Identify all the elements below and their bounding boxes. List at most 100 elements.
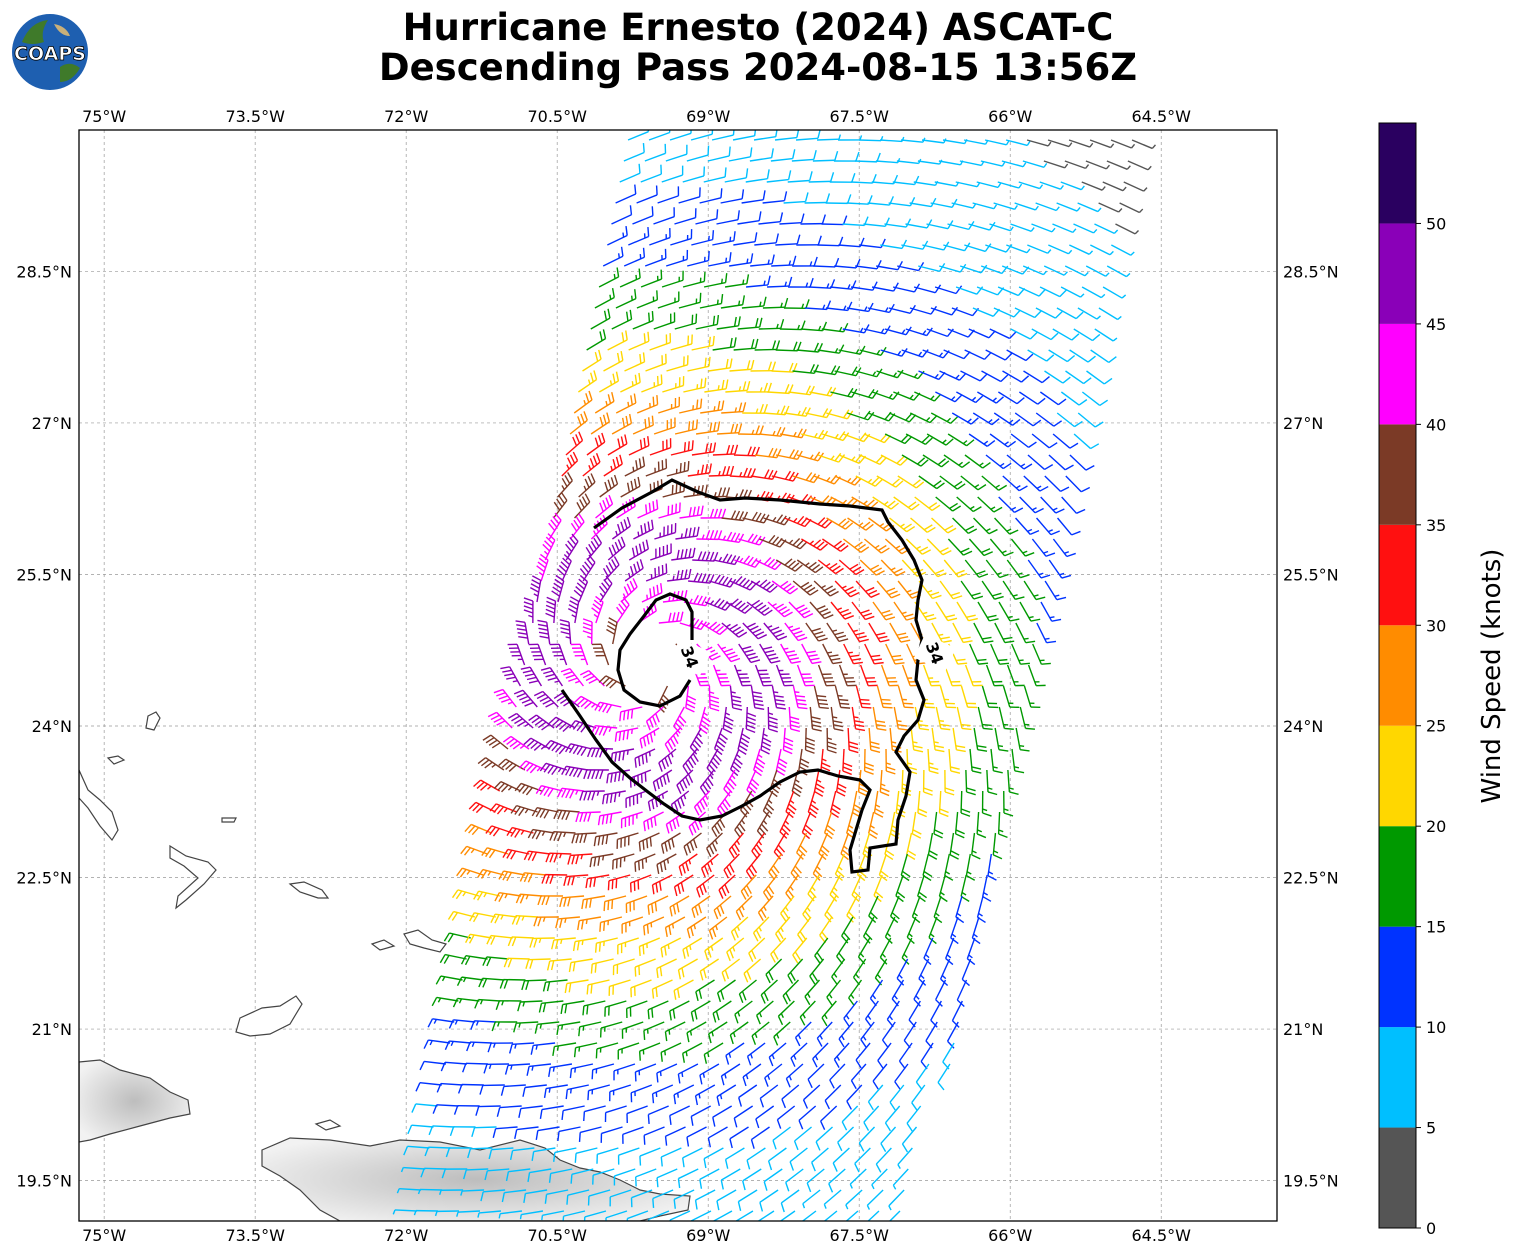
wind-barb	[782, 727, 794, 755]
wind-barb	[855, 259, 882, 270]
wind-barb	[674, 419, 699, 435]
wind-barb	[893, 496, 920, 511]
wind-barb	[721, 402, 747, 414]
wind-barb	[997, 811, 1008, 839]
wind-barb	[746, 382, 772, 393]
wind-barb	[1081, 286, 1106, 299]
wind-barb	[855, 1042, 871, 1069]
wind-barb	[695, 979, 715, 1002]
wind-barb	[721, 622, 748, 638]
wind-barb	[559, 619, 572, 645]
wind-barb	[930, 412, 958, 425]
wind-barb	[763, 405, 790, 416]
wind-barb	[599, 371, 620, 393]
wind-barb	[750, 361, 777, 372]
wind-barb	[956, 706, 972, 731]
wind-barb	[859, 664, 878, 687]
wind-barb	[530, 1042, 556, 1055]
wind-barb	[784, 406, 811, 417]
wind-barb	[660, 1147, 682, 1167]
wind-barb	[968, 221, 996, 231]
wind-barb	[918, 475, 945, 490]
wind-barb	[820, 1105, 838, 1130]
wind-barb	[607, 226, 628, 246]
wind-barb	[971, 832, 981, 860]
wind-barb	[952, 727, 966, 753]
wind-barb	[998, 706, 1014, 730]
wind-barb	[656, 1063, 678, 1083]
wind-barb	[617, 1147, 640, 1165]
wind-barb	[960, 475, 987, 491]
wind-barb	[625, 1000, 648, 1019]
plot-frame	[78, 129, 1278, 1222]
wind-barb	[934, 285, 963, 295]
outer-34kt-contour	[560, 478, 926, 874]
wind-barb	[785, 790, 797, 819]
wind-barb	[863, 538, 890, 554]
wind-barb	[1035, 202, 1060, 212]
wind-barb	[643, 811, 664, 832]
wind-barb	[475, 1105, 501, 1116]
wind-barb	[526, 1063, 552, 1076]
wind-barb	[716, 979, 736, 1003]
wind-barb	[826, 409, 854, 420]
wind-barb	[840, 832, 851, 861]
wind-barb	[574, 493, 591, 519]
wind-barb	[687, 251, 710, 267]
wind-barb	[594, 288, 615, 309]
wind-barb	[533, 916, 559, 927]
wind-barb	[1023, 685, 1041, 708]
wind-barb	[696, 874, 715, 898]
wind-barb	[880, 348, 908, 357]
wind-barb	[1027, 349, 1055, 362]
wind-barb	[674, 313, 698, 330]
wind-barb	[816, 1021, 833, 1047]
wind-barb	[643, 916, 665, 936]
wind-barb	[990, 748, 1003, 774]
wind-barb	[1022, 265, 1048, 276]
wind-barb	[699, 1063, 720, 1085]
colorbar-tick-label: 40	[1426, 415, 1446, 434]
wind-barb	[593, 832, 618, 847]
wind-barb	[552, 1042, 577, 1057]
wind-barb	[669, 1105, 690, 1125]
wind-barb	[1014, 412, 1042, 427]
wind-barb	[775, 916, 791, 943]
wind-barb	[717, 531, 745, 544]
wind-barb	[817, 664, 836, 687]
wind-barb	[791, 150, 817, 162]
wind-barb	[510, 804, 538, 817]
lon-tick-label-top: 69°W	[686, 107, 730, 126]
wind-barb	[746, 1042, 766, 1066]
lon-tick-label-top: 70.5°W	[527, 107, 587, 126]
wind-barb	[733, 446, 760, 457]
wind-barb	[657, 291, 680, 309]
wind-barb	[935, 496, 962, 512]
wind-barb	[968, 328, 996, 339]
wind-barb	[585, 534, 603, 561]
wind-barb	[565, 743, 593, 756]
wind-barb	[759, 1084, 779, 1108]
wind-barb	[1014, 307, 1042, 319]
wind-barb	[949, 832, 960, 860]
wind-barb	[981, 370, 1009, 383]
wind-barb	[867, 1210, 880, 1221]
wind-barb	[737, 727, 751, 755]
wind-barb	[728, 147, 753, 162]
wind-barb	[591, 1063, 615, 1080]
wind-barb	[879, 937, 892, 965]
wind-barb	[494, 891, 522, 903]
wind-barb	[647, 895, 669, 915]
wind-barb	[691, 230, 715, 246]
wind-barb	[809, 386, 837, 397]
lat-tick-label-right: 28.5°N	[1283, 262, 1339, 281]
wind-barb	[947, 538, 973, 556]
wind-barb	[781, 1084, 800, 1109]
wind-barb	[528, 643, 547, 666]
wind-barb	[590, 308, 611, 330]
wind-barb	[734, 1000, 753, 1024]
wind-barb	[658, 502, 681, 519]
wind-barb	[1005, 139, 1031, 147]
wind-barb	[569, 411, 588, 435]
wind-barb	[968, 433, 996, 447]
